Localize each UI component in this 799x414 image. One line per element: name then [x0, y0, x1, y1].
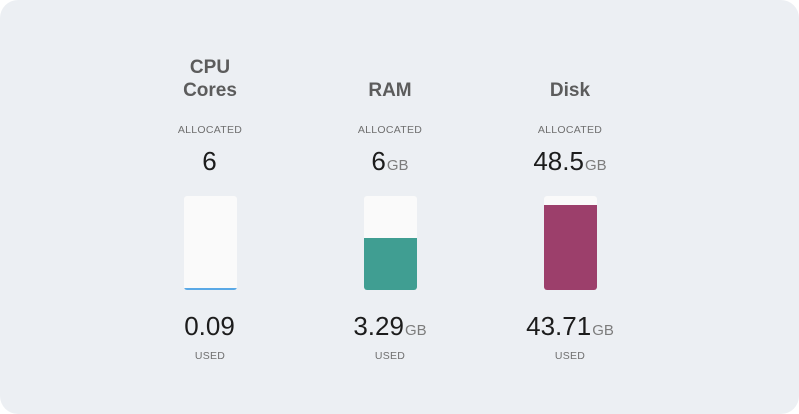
ram-usage-gauge	[364, 196, 417, 290]
cpu-title-line2: Cores	[183, 80, 237, 101]
cpu-allocated-value: 6	[140, 146, 280, 177]
ram-used-number: 3.29	[353, 311, 404, 341]
ram-usage-fill	[364, 238, 417, 290]
ram-allocated-unit: GB	[386, 157, 409, 174]
ram-allocated-value: 6GB	[320, 146, 460, 177]
cpu-used-label: USED	[194, 350, 226, 362]
ram-column: RAM ALLOCATED 6GB 3.29GB USED	[320, 0, 460, 414]
disk-usage-fill	[544, 205, 597, 290]
disk-allocated-label: ALLOCATED	[537, 124, 603, 136]
disk-title: Disk	[500, 52, 640, 102]
cpu-usage-gauge	[184, 196, 237, 290]
cpu-used-value: 0.09	[140, 311, 280, 342]
ram-used-value: 3.29GB	[320, 311, 460, 342]
ram-title: RAM	[320, 52, 460, 102]
disk-used-unit: GB	[592, 322, 614, 339]
disk-used-value: 43.71GB	[500, 311, 640, 342]
disk-used-label: USED	[554, 350, 586, 362]
ram-allocated-number: 6	[371, 146, 386, 176]
disk-column: Disk ALLOCATED 48.5GB 43.71GB USED	[500, 0, 640, 414]
ram-allocated-label: ALLOCATED	[357, 124, 423, 136]
ram-title-line1: RAM	[368, 80, 412, 101]
ram-used-label: USED	[374, 350, 406, 362]
cpu-allocated-number: 6	[202, 146, 217, 176]
cpu-usage-fill	[184, 288, 237, 290]
cpu-used-number: 0.09	[184, 311, 235, 341]
cpu-allocated-label: ALLOCATED	[177, 124, 243, 136]
ram-used-unit: GB	[404, 322, 427, 339]
cpu-title: CPU Cores	[140, 52, 280, 102]
disk-allocated-unit: GB	[584, 157, 607, 174]
disk-usage-gauge	[544, 196, 597, 290]
disk-title-line1: Disk	[549, 80, 591, 101]
cpu-column: CPU Cores ALLOCATED 6 0.09 USED	[140, 0, 280, 414]
cpu-title-line1: CPU	[189, 57, 231, 78]
disk-used-number: 43.71	[526, 311, 592, 341]
disk-allocated-number: 48.5	[533, 146, 584, 176]
disk-allocated-value: 48.5GB	[500, 146, 640, 177]
